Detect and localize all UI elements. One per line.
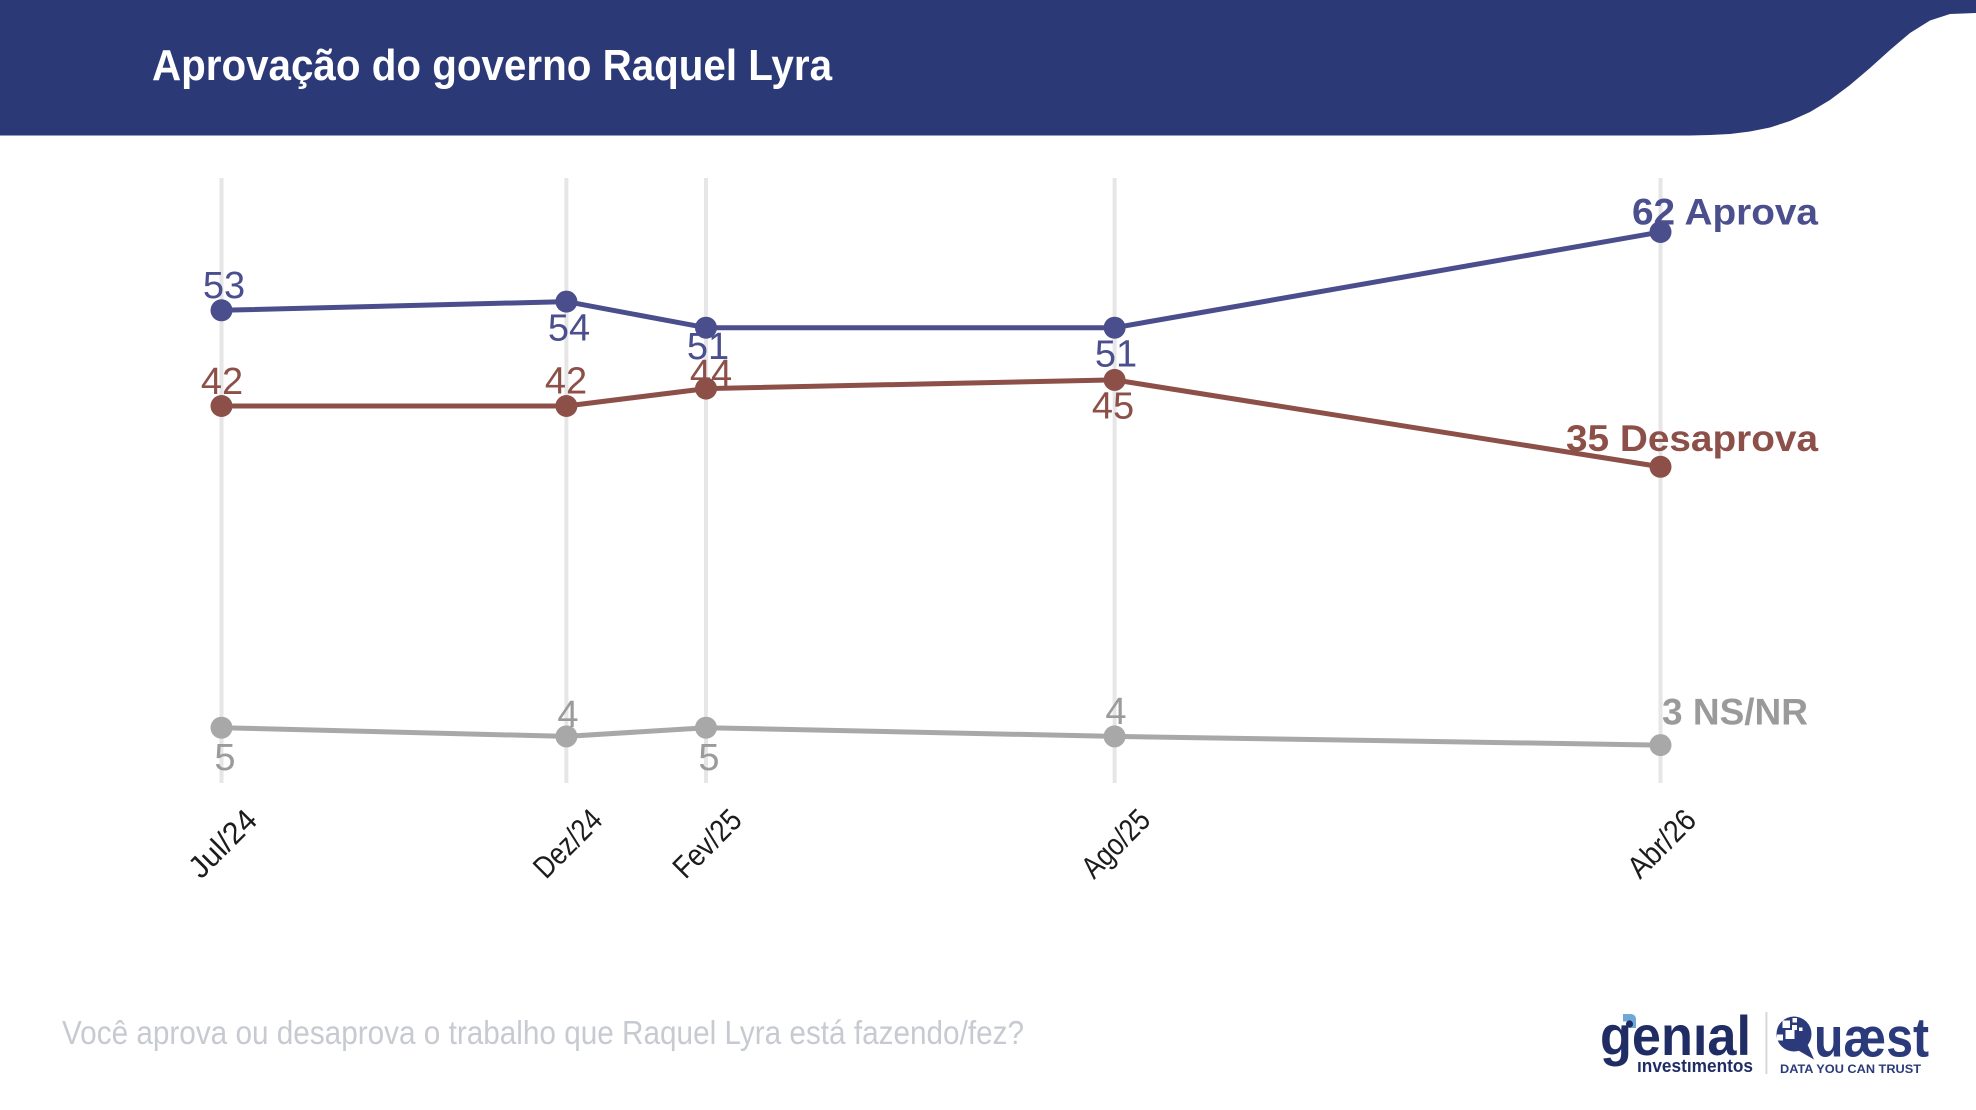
svg-text:uæst: uæst bbox=[1814, 1006, 1929, 1069]
svg-text:Você aprova ou desaprova o tra: Você aprova ou desaprova o trabalho que … bbox=[62, 1014, 1024, 1051]
svg-text:51: 51 bbox=[687, 326, 729, 368]
svg-text:3 NS/NR: 3 NS/NR bbox=[1662, 692, 1808, 733]
svg-text:5: 5 bbox=[698, 737, 719, 779]
svg-text:44: 44 bbox=[690, 353, 732, 395]
svg-text:53: 53 bbox=[203, 265, 245, 307]
svg-text:4: 4 bbox=[1105, 691, 1126, 733]
svg-text:54: 54 bbox=[548, 308, 590, 350]
svg-text:4: 4 bbox=[557, 694, 578, 736]
svg-text:ınvestımentos: ınvestımentos bbox=[1637, 1056, 1753, 1076]
svg-text:Aprovação do governo Raquel Ly: Aprovação do governo Raquel Lyra bbox=[152, 41, 832, 90]
svg-text:DATA YOU CAN TRUST: DATA YOU CAN TRUST bbox=[1780, 1062, 1922, 1076]
svg-text:45: 45 bbox=[1092, 385, 1134, 427]
svg-text:35 Desaprova: 35 Desaprova bbox=[1566, 418, 1818, 459]
svg-text:42: 42 bbox=[545, 361, 587, 403]
svg-text:5: 5 bbox=[214, 737, 235, 779]
svg-text:51: 51 bbox=[1095, 334, 1137, 376]
svg-text:62 Aprova: 62 Aprova bbox=[1632, 191, 1818, 232]
svg-text:42: 42 bbox=[201, 361, 243, 403]
